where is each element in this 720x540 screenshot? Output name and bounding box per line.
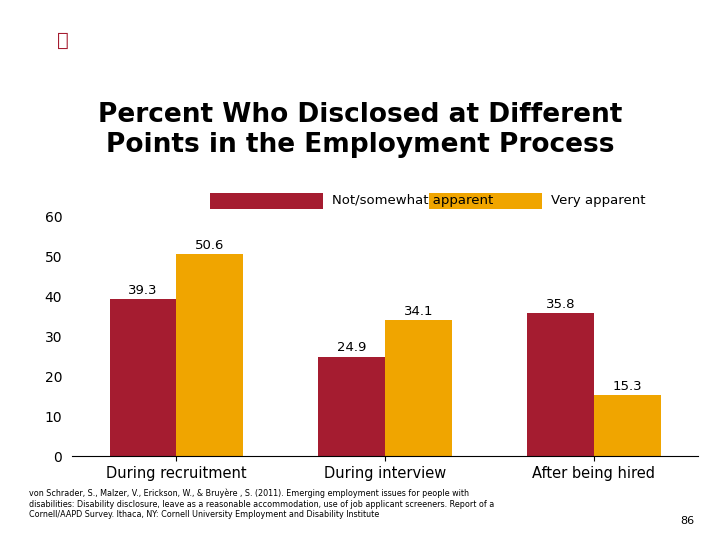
Text: 50.6: 50.6 xyxy=(195,239,225,252)
Text: 39.3: 39.3 xyxy=(128,284,158,297)
Bar xyxy=(429,193,541,209)
Text: 34.1: 34.1 xyxy=(404,305,433,318)
Text: Cornell University: Cornell University xyxy=(119,17,238,30)
Text: Percent Who Disclosed at Different
Points in the Employment Process: Percent Who Disclosed at Different Point… xyxy=(98,103,622,158)
Text: Not/somewhat apparent: Not/somewhat apparent xyxy=(332,194,493,207)
Text: ILR School: ILR School xyxy=(119,37,176,48)
Text: Employment and Disability Institute: Employment and Disability Institute xyxy=(119,56,307,66)
Text: 35.8: 35.8 xyxy=(546,298,575,311)
Bar xyxy=(176,254,243,456)
Bar xyxy=(109,299,176,456)
Circle shape xyxy=(0,11,323,69)
Text: 86: 86 xyxy=(680,516,695,526)
Text: 24.9: 24.9 xyxy=(337,341,366,354)
Text: 🏛: 🏛 xyxy=(58,30,69,50)
Bar xyxy=(594,395,661,456)
Bar xyxy=(210,193,323,209)
Bar xyxy=(527,313,594,456)
Text: von Schrader, S., Malzer, V., Erickson, W., & Bruyère , S. (2011). Emerging empl: von Schrader, S., Malzer, V., Erickson, … xyxy=(29,489,494,519)
Bar xyxy=(385,320,452,456)
Text: 15.3: 15.3 xyxy=(613,380,642,393)
Text: Very apparent: Very apparent xyxy=(552,194,646,207)
Bar xyxy=(318,357,385,456)
